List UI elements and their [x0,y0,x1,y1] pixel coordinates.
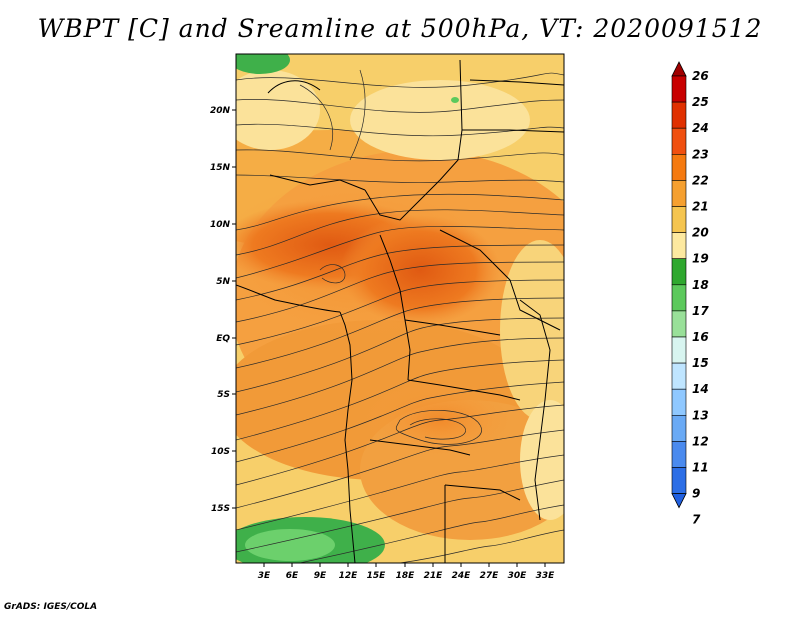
lon-tick-label: 6E [286,571,299,581]
colorbar-swatch [671,336,687,364]
colorbar-swatch [671,75,687,103]
lon-tick-label: 9E [314,571,327,581]
colorbar: 26 25 24 23 22 21 20 19 18 17 16 15 14 13 12 11 9 7 [671,61,709,527]
colorbar-label: 25 [692,95,709,109]
lon-tick-label: 21E [424,571,444,581]
lon-tick-label: 30E [508,571,528,581]
lon-tick-label: 15E [367,571,387,581]
colorbar-label: 24 [692,121,709,135]
colorbar-swatch [671,232,687,260]
colorbar-label: 7 [692,513,701,527]
lat-tick-label: 20N [210,106,231,116]
colorbar-label: 20 [692,226,709,240]
colorbar-label: 17 [692,304,709,318]
lat-axis: 20N 15N 10N 5N EQ 5S 10S 15S [210,106,236,514]
lat-tick-label: 10N [210,220,231,230]
colorbar-swatch [671,180,687,207]
colorbar-label: 23 [692,147,709,161]
lat-tick-label: 15N [210,163,231,173]
colorbar-swatch [671,362,687,390]
lon-tick-label: 3E [258,571,271,581]
lon-tick-label: 33E [536,571,556,581]
lat-tick-label: 5S [217,390,230,400]
colorbar-swatch [671,206,687,233]
colorbar-swatch [671,258,687,286]
colorbar-label: 12 [692,434,709,448]
colorbar-swatch [671,310,687,338]
colorbar-label: 16 [692,330,709,344]
lon-axis: 3E 6E 9E 12E 15E 18E 21E 24E 27E 30E 33E [258,563,555,581]
colorbar-label: 18 [692,278,709,292]
colorbar-label: 13 [692,408,709,422]
colorbar-label: 14 [692,382,709,396]
colorbar-swatch [671,467,687,494]
colorbar-swatch [671,154,687,181]
lat-tick-label: 10S [211,447,230,457]
country-borders [236,59,564,563]
map-frame [235,53,565,564]
colorbar-swatch [671,101,687,129]
streamlines [236,69,564,563]
lon-tick-label: 27E [480,571,500,581]
grads-credit: GrADS: IGES/COLA [4,602,98,612]
lat-tick-label: 15S [211,504,230,514]
colorbar-swatch [671,284,687,312]
colorbar-label: 9 [692,487,700,501]
colorbar-label: 26 [692,69,709,83]
colorbar-swatch [671,441,687,468]
colorbar-label: 19 [692,252,709,266]
colorbar-label: 11 [692,461,709,475]
lat-tick-label: EQ [216,334,230,344]
colorbar-min-arrow [671,493,687,509]
colorbar-swatch [671,414,687,442]
lon-tick-label: 24E [452,571,472,581]
colorbar-label: 22 [692,173,709,187]
colorbar-swatch [671,127,687,155]
lat-tick-label: 5N [216,277,230,287]
map-title: WBPT [C] and Sreamline at 500hPa, VT: 20… [37,14,763,43]
colorbar-swatch [671,388,687,416]
wbpt-shading [236,54,564,563]
lon-tick-label: 18E [396,571,416,581]
colorbar-max-arrow [671,61,687,77]
colorbar-label: 21 [692,200,709,214]
colorbar-label: 15 [692,356,709,370]
lon-tick-label: 12E [339,571,359,581]
